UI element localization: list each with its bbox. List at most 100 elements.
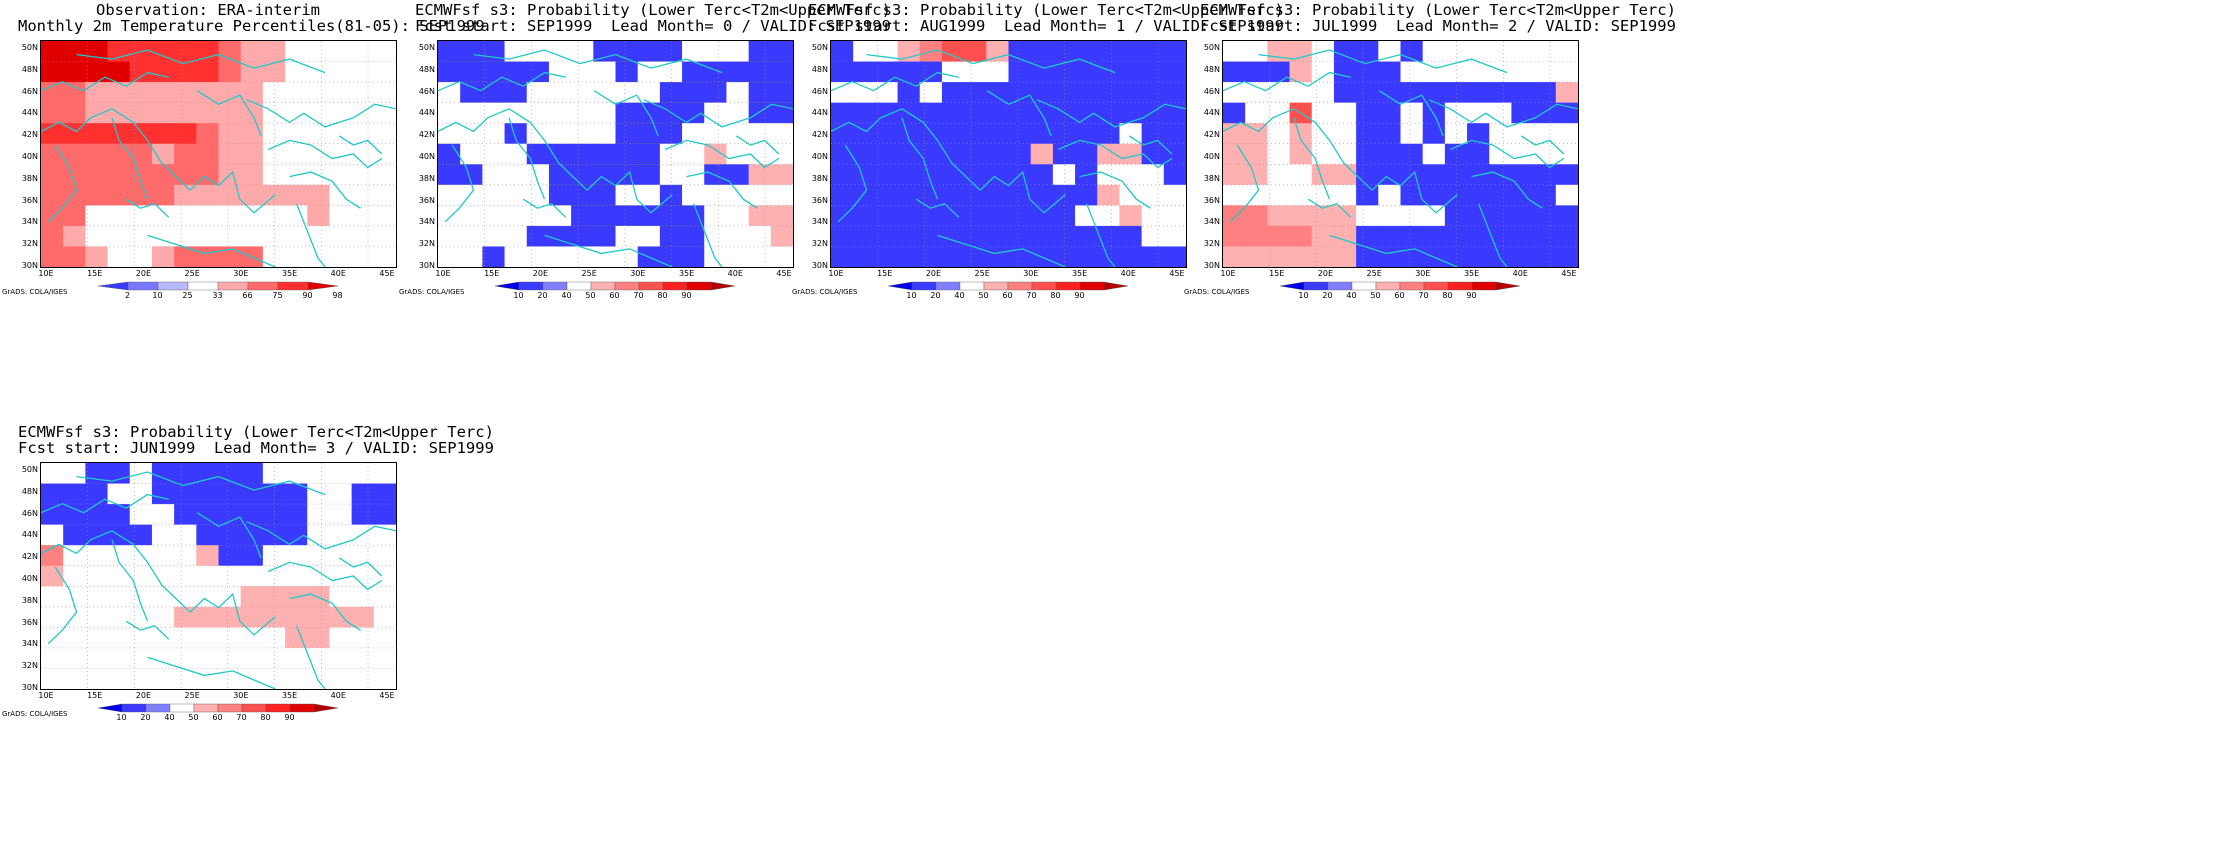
grid-cell: [1400, 102, 1424, 124]
lon-tick-label: 25E: [581, 269, 597, 278]
grid-cell: [1097, 102, 1121, 124]
grid-cell: [770, 225, 793, 248]
grid-cell: [174, 164, 197, 186]
lat-tick-label: 36N: [21, 195, 38, 205]
colorbar-label: 20: [930, 291, 941, 300]
lon-tick-label: 35E: [281, 691, 298, 700]
grid-cell: [637, 143, 661, 165]
grid-cell: [482, 41, 506, 63]
colorbar-swatch: [710, 281, 735, 291]
colorbar: [1279, 281, 1520, 291]
grid-cell: [63, 565, 86, 587]
colorbar-swatch: [911, 281, 936, 291]
grid-cell: [285, 123, 308, 145]
grads-credit: GrADS: COLA/IGES: [792, 288, 858, 296]
grid-cell: [1289, 246, 1313, 267]
grid-cell: [1467, 225, 1490, 248]
grid-cell: [1356, 41, 1379, 63]
lat-tick-label: 50N: [21, 43, 38, 52]
grid-cell: [897, 123, 921, 145]
lat-tick-label: 44N: [418, 108, 435, 118]
grid-cell: [1333, 41, 1357, 63]
grads-credit: GrADS: COLA/IGES: [1184, 288, 1250, 296]
map-svg: [1223, 41, 1578, 267]
grid-cell: [571, 41, 594, 63]
lon-tick-label: 20E: [532, 269, 549, 278]
grid-cell: [1511, 102, 1535, 124]
grid-cell: [526, 102, 550, 124]
grid-cell: [1097, 205, 1121, 227]
grid-cell: [659, 41, 683, 63]
grid-cell: [351, 545, 375, 567]
grid-cell: [1422, 102, 1446, 124]
grid-cell: [285, 504, 308, 526]
grid-cell: [875, 184, 899, 206]
grid-cell: [373, 668, 396, 689]
colorbar-label: 50: [188, 713, 199, 722]
grid-cell: [351, 102, 375, 124]
grid-cell: [85, 606, 109, 628]
coastline: [41, 71, 169, 92]
grid-cell: [1533, 246, 1557, 267]
grid-cell: [504, 184, 528, 206]
grid-cell: [41, 586, 64, 608]
grid-cell: [1489, 225, 1513, 248]
lat-tick-label: 44N: [1203, 108, 1220, 118]
grid-cell: [1400, 184, 1424, 206]
colorbar-label: 25: [182, 291, 193, 300]
grid-cell: [831, 41, 854, 63]
grid-cell: [571, 143, 594, 165]
grid-cell: [1141, 225, 1165, 248]
coastline: [986, 90, 1052, 137]
coastline: [1471, 171, 1543, 209]
grid-cell: [1511, 205, 1535, 227]
grid-cell: [615, 123, 639, 145]
grid-cell: [151, 82, 175, 104]
grid-cell: [285, 102, 308, 124]
grid-cell: [196, 545, 220, 567]
grid-cell: [1467, 123, 1490, 145]
grid-cell: [1400, 123, 1424, 145]
grid-cell: [460, 205, 483, 227]
lat-tick-label: 46N: [21, 508, 38, 518]
grid-cell: [941, 82, 965, 104]
grid-cell: [351, 184, 375, 206]
grid-cell: [1311, 143, 1335, 165]
grid-cell: [1378, 205, 1402, 227]
lon-tick-label: 30E: [1415, 269, 1431, 278]
grid-cell: [1052, 246, 1076, 267]
grid-cell: [748, 205, 772, 227]
lon-tick-label: 10E: [435, 269, 451, 278]
grid-cell: [151, 545, 175, 567]
grid-cell: [726, 205, 750, 227]
grid-cell: [329, 627, 353, 649]
grid-cell: [748, 164, 772, 186]
grid-cell: [307, 61, 331, 83]
grid-cell: [1075, 61, 1098, 83]
grid-cell: [1489, 184, 1513, 206]
lat-tick-label: 42N: [1203, 130, 1220, 140]
grid-cell: [853, 143, 876, 165]
grid-cell: [218, 565, 242, 587]
lat-tick-label: 34N: [811, 217, 828, 227]
grid-cell: [351, 123, 375, 145]
grid-cell: [770, 82, 793, 104]
grid-cell: [1075, 102, 1098, 124]
grid-cell: [1223, 184, 1246, 206]
grid-cell: [964, 123, 987, 145]
lon-tick-label: 35E: [1463, 269, 1480, 278]
grid-cell: [460, 225, 483, 248]
grid-cell: [373, 545, 396, 567]
coastline: [76, 471, 326, 496]
map-panel-5: ECMWFsf s3: Probability (Lower Terc<T2m<…: [2, 422, 494, 842]
grid-cell: [262, 205, 286, 227]
grid-cell: [1119, 82, 1143, 104]
lon-tick-label: 15E: [877, 269, 893, 278]
colorbar-label: 90: [302, 291, 313, 300]
coastline: [444, 144, 475, 223]
grid-cell: [1119, 123, 1143, 145]
grid-cell: [151, 123, 175, 145]
lat-tick-label: 32N: [1203, 239, 1220, 249]
grid-cell: [1119, 184, 1143, 206]
lon-tick-label: 40E: [1512, 269, 1528, 278]
